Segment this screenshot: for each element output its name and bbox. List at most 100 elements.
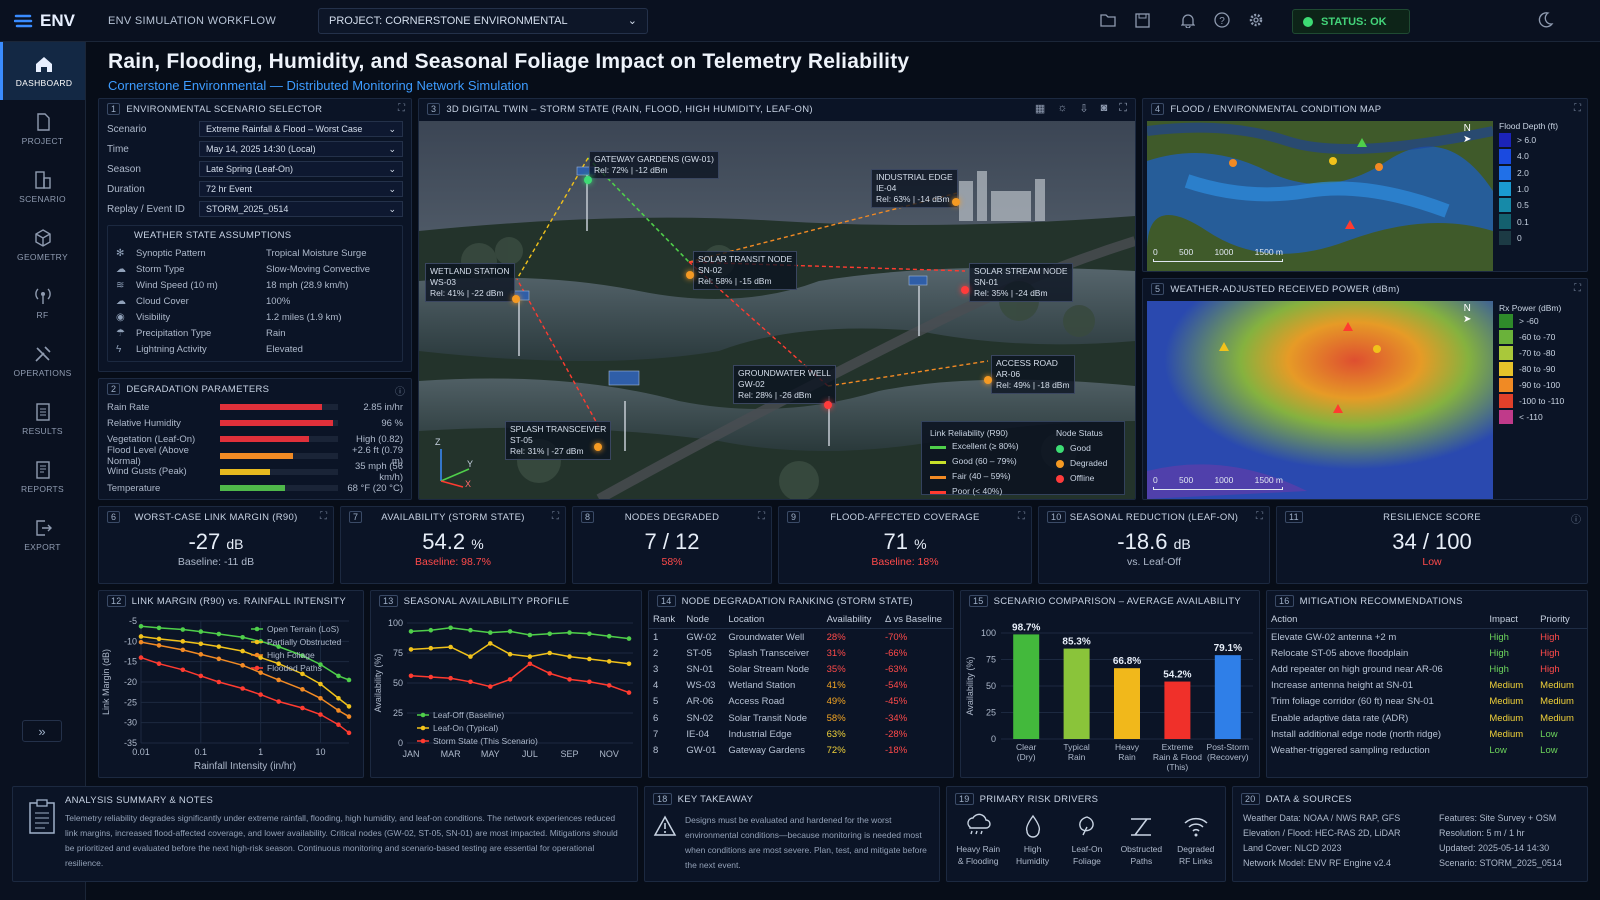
table-cell: Elevate GW-02 antenna +2 m <box>1271 631 1397 643</box>
link-margin-chart[interactable]: -5 -10 -15 -20 -25 -30 -350.01 0.1 1 10 Rainfall I… <box>99 611 363 777</box>
table-row[interactable]: 7 IE-04 Industrial Edge 63% -28% <box>649 726 953 742</box>
moon-icon[interactable] <box>1536 11 1554 32</box>
expand-icon[interactable]: ⛶ <box>552 511 559 522</box>
gear-icon[interactable] <box>1246 10 1266 30</box>
sun-icon[interactable]: ☼ <box>1057 102 1068 114</box>
risk-drivers-panel: 19 PRIMARY RISK DRIVERS Heavy Rain & Flood… <box>946 786 1226 882</box>
time-select[interactable]: May 14, 2025 14:30 (Local) ⌄ <box>199 141 403 157</box>
layers-icon[interactable]: ⇩ <box>1079 103 1089 115</box>
bar[interactable] <box>1164 681 1191 739</box>
sidebar-item-results[interactable]: RESULTS <box>0 390 85 448</box>
app-logo[interactable]: ENV <box>0 11 88 31</box>
source-line: Weather Data: NOAA / NWS RAP, GFS <box>1243 813 1401 823</box>
node-marker[interactable] <box>824 401 832 409</box>
sidebar-item-scenario[interactable]: SCENARIO <box>0 158 85 216</box>
expand-icon[interactable]: ⛶ <box>1574 283 1581 294</box>
table-row[interactable]: Weather-triggered sampling reduction Low L… <box>1267 742 1587 758</box>
camera-icon[interactable]: ◙ <box>1100 102 1108 114</box>
expand-icon[interactable]: ⛶ <box>1119 102 1127 114</box>
node-label[interactable]: ACCESS ROAD AR-06 Rel: 49% | -18 dBm <box>991 355 1075 394</box>
sidebar-item-operations[interactable]: OPERATIONS <box>0 332 85 390</box>
bar[interactable] <box>1114 668 1140 739</box>
table-row[interactable]: Relocate ST-05 above floodplain High High <box>1267 645 1587 661</box>
sidebar-item-dashboard[interactable]: DASHBOARD <box>0 42 85 100</box>
kpi-value-row: 7 / 12 <box>573 529 771 555</box>
sidebar-item-project[interactable]: PROJECT <box>0 100 85 158</box>
north-label: N <box>1463 123 1471 134</box>
table-cell: 41% <box>826 680 846 692</box>
table-row[interactable]: Install additional edge node (north ridg… <box>1267 726 1587 742</box>
node-label[interactable]: SOLAR STREAM NODE SN-01 Rel: 35% | -24 dBm <box>969 263 1073 302</box>
y-tick-label: 100 <box>981 628 996 638</box>
season-select[interactable]: Late Spring (Leaf-On) ⌄ <box>199 161 403 177</box>
table-row[interactable]: 5 AR-06 Access Road 49% -45% <box>649 694 953 710</box>
table-row[interactable]: Elevate GW-02 antenna +2 m High High <box>1267 629 1587 646</box>
x-axis-label: Rainfall Intensity (in/hr) <box>194 761 296 772</box>
expand-icon[interactable]: ⛶ <box>1256 511 1263 522</box>
node-label[interactable]: SOLAR TRANSIT NODE SN-02 Rel: 58% | -15 dB… <box>693 251 798 290</box>
table-row[interactable]: 2 ST-05 Splash Transceiver 31% -66% <box>649 645 953 661</box>
bell-icon[interactable] <box>1178 10 1198 30</box>
category-label: Heavy <box>1115 742 1140 752</box>
bar[interactable] <box>1013 634 1040 739</box>
degradation-row: Vegetation (Leaf-On) High (0.82) <box>99 431 411 447</box>
rx-power-map[interactable] <box>1147 301 1493 499</box>
table-row[interactable]: 8 GW-01 Gateway Gardens 72% -18% <box>649 742 953 758</box>
info-icon[interactable]: ⓘ <box>395 387 405 398</box>
help-icon[interactable]: ? <box>1212 10 1232 30</box>
table-cell: -70% <box>884 631 908 643</box>
bar[interactable] <box>1063 648 1090 739</box>
table-row[interactable]: 4 WS-03 Wetland Station 41% -54% <box>649 678 953 694</box>
folder-icon[interactable] <box>1098 10 1118 30</box>
node-marker[interactable] <box>512 295 520 303</box>
table-row[interactable]: 6 SN-02 Solar Transit Node 58% -34% <box>649 710 953 726</box>
sidebar-item-rf[interactable]: RF <box>0 274 85 332</box>
node-label[interactable]: GATEWAY GARDENS (GW-01) Rel: 72% | -12 dB… <box>589 151 719 179</box>
sidebar-item-geometry[interactable]: GEOMETRY <box>0 216 85 274</box>
project-select[interactable]: PROJECT: CORNERSTONE ENVIRONMENTAL ⌄ <box>318 7 648 34</box>
sidebar-item-reports[interactable]: REPORTS <box>0 448 85 506</box>
flood-map[interactable] <box>1146 121 1495 271</box>
info-icon[interactable]: ⓘ <box>1571 515 1581 526</box>
kpi-header: 11 RESILIENCE SCORE <box>1277 507 1587 527</box>
node-label[interactable]: SPLASH TRANSCEIVER ST-05 Rel: 31% | -27 dB… <box>505 421 612 460</box>
key-takeaway-panel: 18 KEY TAKEAWAY Designs must be evaluated… <box>644 786 940 882</box>
sidebar-item-export[interactable]: EXPORT <box>0 506 85 564</box>
bar[interactable] <box>1214 655 1241 739</box>
scenario-select[interactable]: Extreme Rainfall & Flood – Worst Case ⌄ <box>199 121 403 137</box>
scenario-comparison-chart[interactable]: 100 75 50 25 0 Availability (%) 98.7% Clear(Dry… <box>961 611 1259 777</box>
expand-icon[interactable]: ⛶ <box>320 511 327 522</box>
node-label[interactable]: INDUSTRIAL EDGE IE-04 Rel: 63% | -14 dBm <box>871 169 958 208</box>
chevron-down-icon: ⌄ <box>388 183 396 194</box>
expand-sidebar-button[interactable]: » <box>22 720 62 742</box>
node-marker[interactable] <box>984 376 992 384</box>
node-marker[interactable] <box>594 443 602 451</box>
duration-select[interactable]: 72 hr Event ⌄ <box>199 181 403 197</box>
table-row[interactable]: Enable adaptive data rate (ADR) Medium Med… <box>1267 710 1587 726</box>
node-name: SPLASH TRANSCEIVER <box>510 424 607 434</box>
cloud-rain-icon <box>967 813 991 835</box>
table-row[interactable]: Add repeater on high ground near AR-06 Hi… <box>1267 661 1587 677</box>
synoptic-icon: ✻ <box>116 247 125 259</box>
degradation-row: Wind Gusts (Peak) 35 mph (56 km/h) <box>99 461 411 483</box>
table-row[interactable]: Trim foliage corridor (60 ft) near SN-01… <box>1267 694 1587 710</box>
table-row[interactable]: Increase antenna height at SN-01 Medium Me… <box>1267 678 1587 694</box>
node-marker[interactable] <box>686 271 694 279</box>
expand-icon[interactable]: ⛶ <box>1574 103 1581 114</box>
layout-icon[interactable]: ▦ <box>1034 103 1046 115</box>
node-label[interactable]: GROUNDWATER WELL GW-02 Rel: 28% | -26 dBm <box>733 365 837 404</box>
table-row[interactable]: 1 GW-02 Groundwater Well 28% -70% <box>649 629 953 646</box>
expand-icon[interactable]: ⛶ <box>398 103 405 114</box>
node-label[interactable]: WETLAND STATION WS-03 Rel: 41% | -22 dBm <box>425 263 515 302</box>
link-margin-chart-panel: 12 LINK MARGIN (R90) vs. RAINFALL INTENSI… <box>98 590 364 778</box>
event-id-select[interactable]: STORM_2025_0514 ⌄ <box>199 201 403 217</box>
save-icon[interactable] <box>1132 10 1152 30</box>
node-marker[interactable] <box>584 176 592 184</box>
expand-icon[interactable]: ⛶ <box>1018 511 1025 522</box>
node-marker[interactable] <box>952 198 960 206</box>
node-marker[interactable] <box>961 286 969 294</box>
expand-icon[interactable]: ⛶ <box>758 511 765 522</box>
data-point <box>318 695 323 701</box>
table-row[interactable]: 3 SN-01 Solar Stream Node 35% -63% <box>649 661 953 677</box>
